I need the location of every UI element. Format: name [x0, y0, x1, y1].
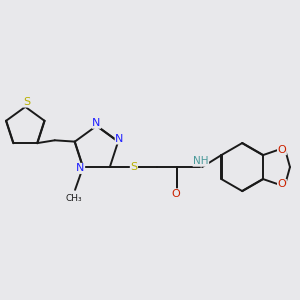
Text: NH: NH [193, 156, 208, 166]
Text: O: O [278, 179, 286, 190]
Text: S: S [23, 97, 30, 107]
Text: CH₃: CH₃ [65, 194, 82, 203]
Text: N: N [92, 118, 101, 128]
Text: N: N [76, 164, 85, 173]
Text: N: N [115, 134, 124, 144]
Text: O: O [171, 189, 180, 199]
Text: S: S [130, 162, 137, 172]
Text: O: O [278, 145, 286, 155]
